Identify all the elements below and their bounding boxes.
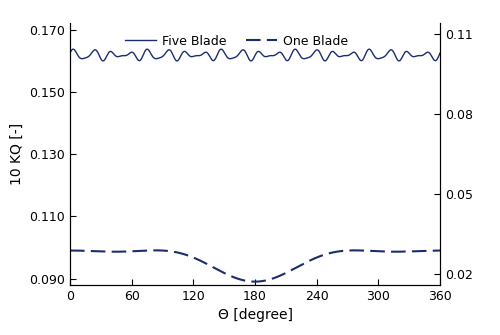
One Blade — [67, 249, 73, 253]
Five Blade — [88, 52, 94, 56]
One Blade — [220, 270, 226, 274]
One Blade — [218, 269, 224, 273]
One Blade — [320, 253, 326, 257]
One Blade — [152, 248, 158, 252]
X-axis label: Θ [degree]: Θ [degree] — [218, 308, 292, 322]
One Blade — [206, 263, 212, 267]
Y-axis label: 10 KQ [-]: 10 KQ [-] — [10, 123, 24, 185]
One Blade — [437, 249, 443, 253]
Five Blade — [437, 51, 443, 55]
Five Blade — [146, 49, 152, 53]
One Blade — [88, 249, 94, 253]
Five Blade — [322, 59, 328, 63]
Line: Five Blade: Five Blade — [70, 49, 440, 61]
Five Blade — [206, 53, 212, 57]
One Blade — [252, 280, 258, 284]
Five Blade — [218, 47, 224, 51]
Line: One Blade: One Blade — [70, 250, 440, 282]
One Blade — [146, 249, 152, 253]
Five Blade — [220, 49, 226, 53]
Legend: Five Blade, One Blade: Five Blade, One Blade — [120, 30, 353, 53]
Five Blade — [320, 57, 326, 61]
Five Blade — [144, 47, 150, 51]
Five Blade — [67, 51, 73, 55]
